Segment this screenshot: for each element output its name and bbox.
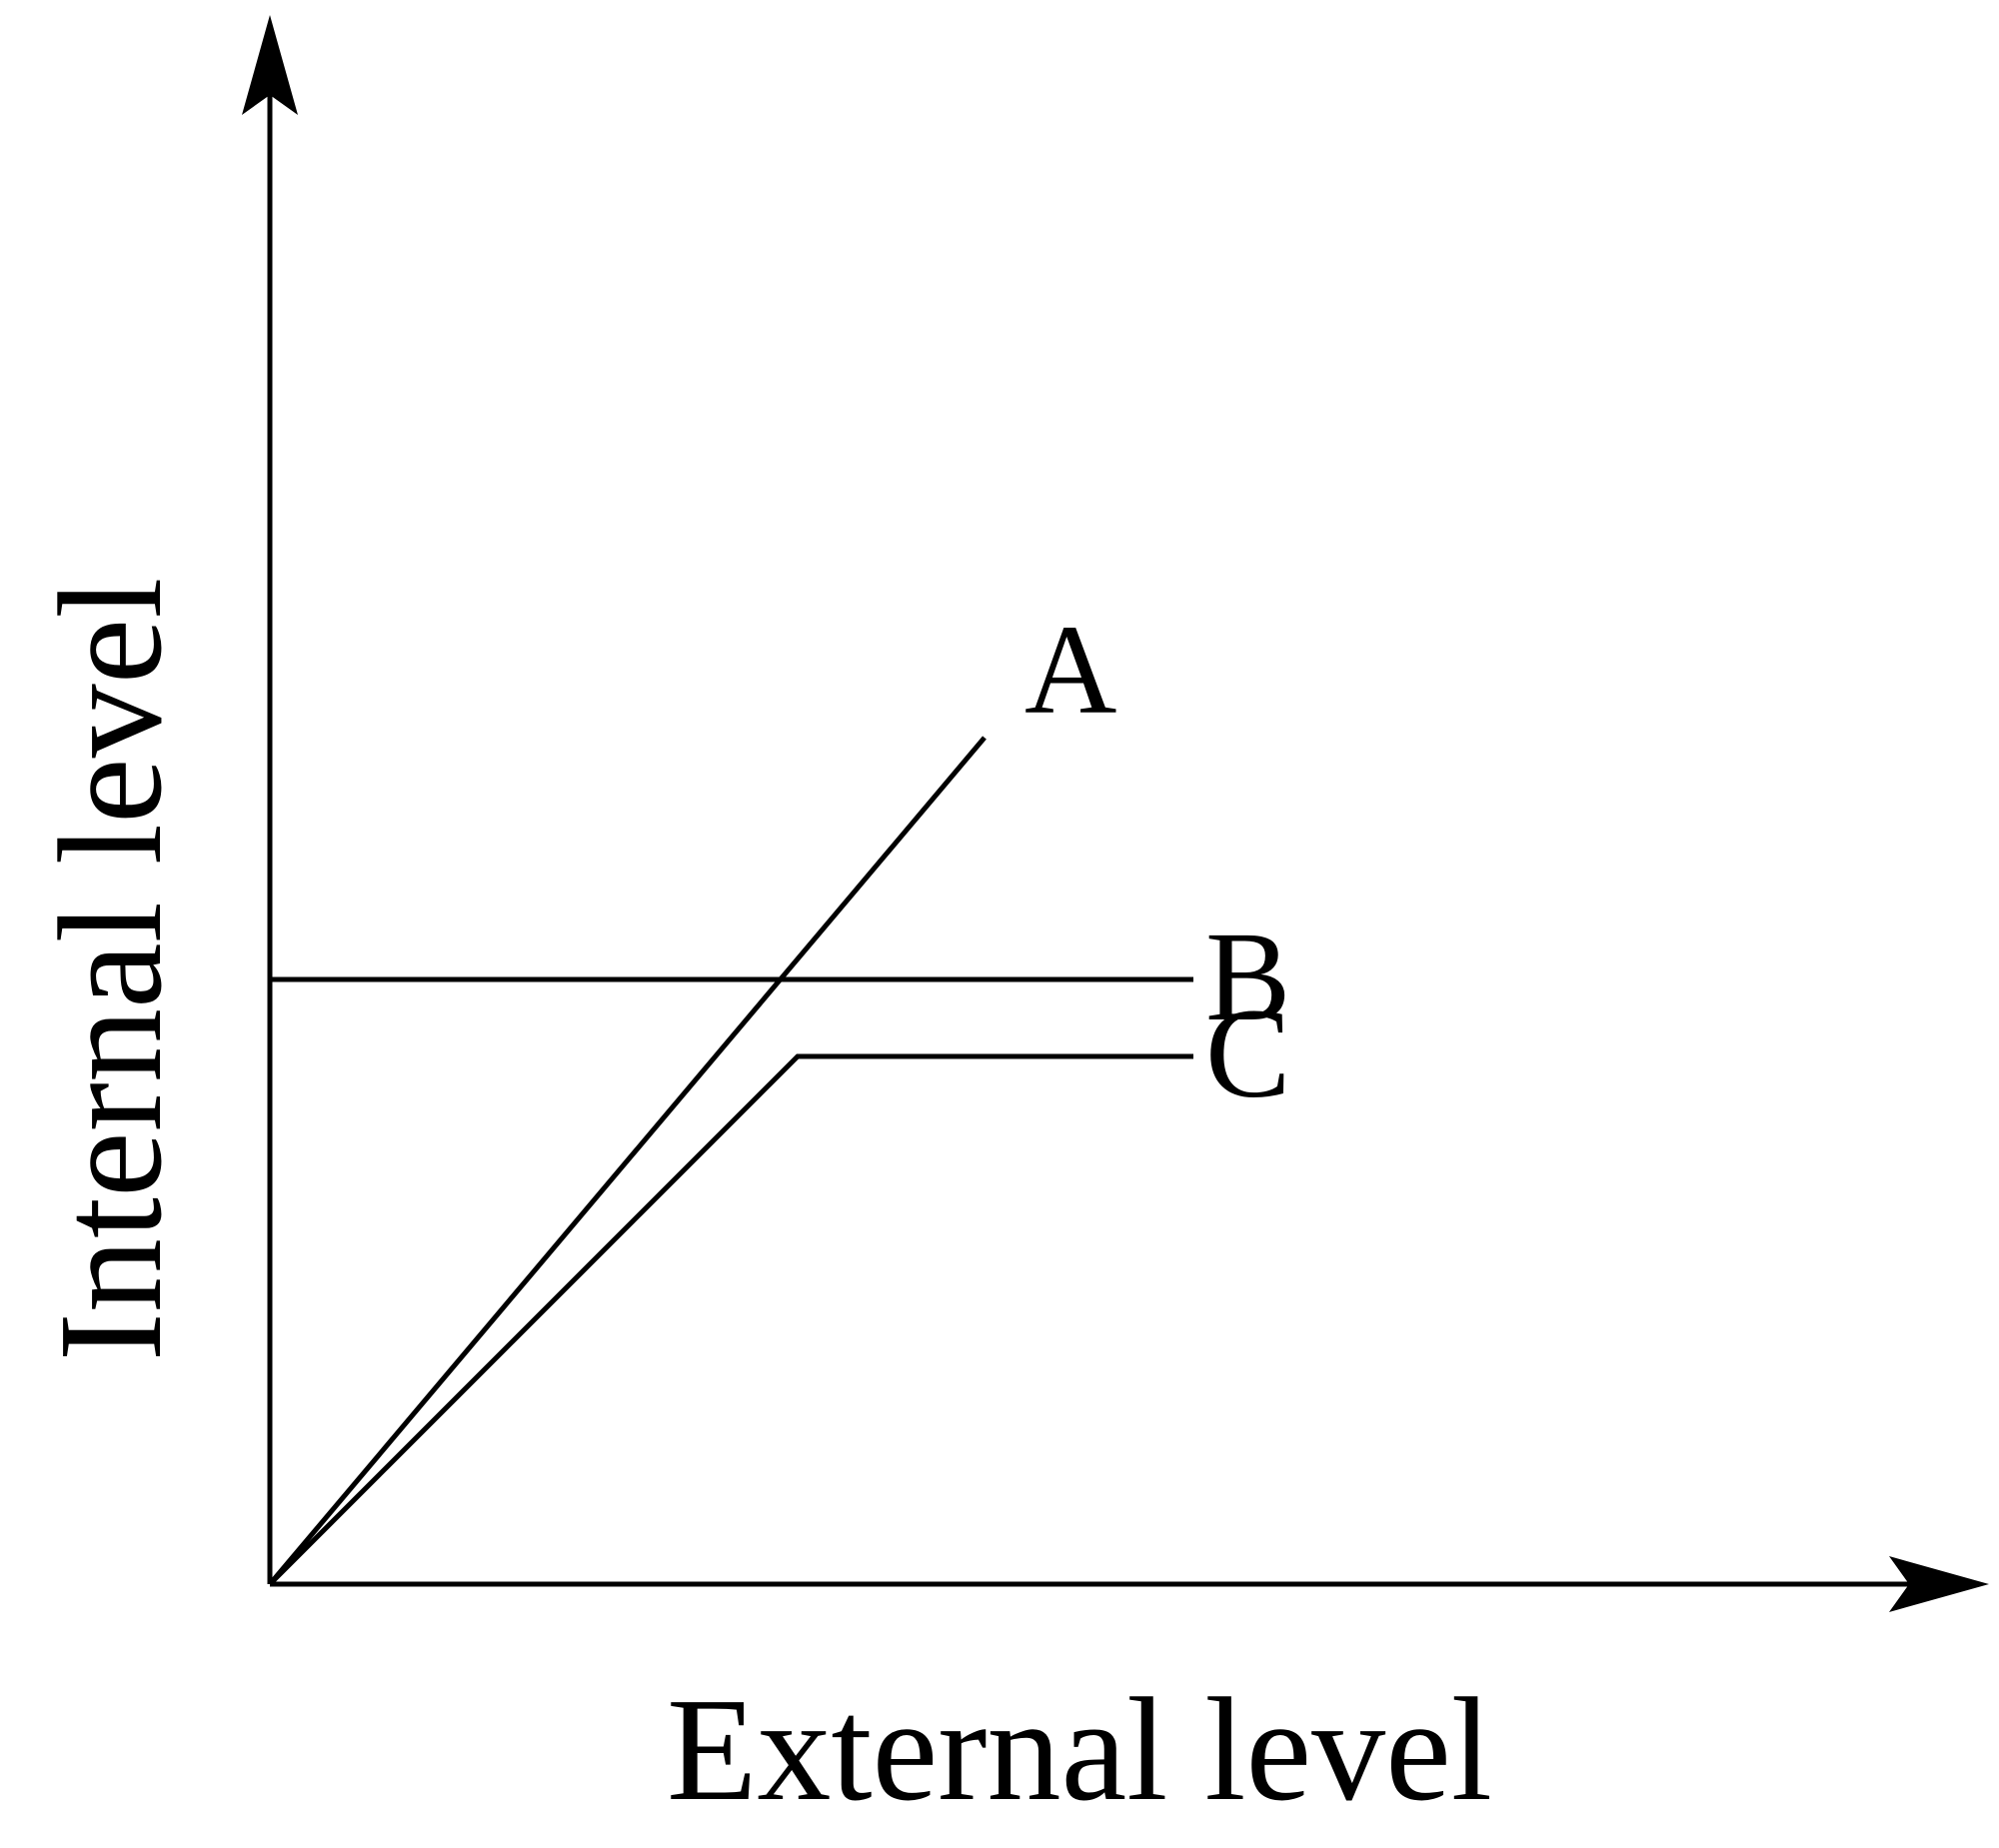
y-axis-arrow-icon [242, 15, 298, 115]
axes [242, 15, 1989, 1612]
series-line-a [268, 736, 987, 1586]
series-labels: A BC [1024, 599, 1290, 1124]
series-label-c: C [1205, 982, 1290, 1124]
y-axis-title: Internal level [29, 578, 193, 1362]
series-label-b: B [1205, 906, 1290, 1047]
x-axis-arrow-icon [1889, 1556, 1989, 1612]
series-group [268, 736, 1193, 1586]
series-label-a: A [1024, 599, 1116, 741]
x-axis-title: External level [667, 1668, 1492, 1832]
series-line-c [268, 1053, 1193, 1586]
